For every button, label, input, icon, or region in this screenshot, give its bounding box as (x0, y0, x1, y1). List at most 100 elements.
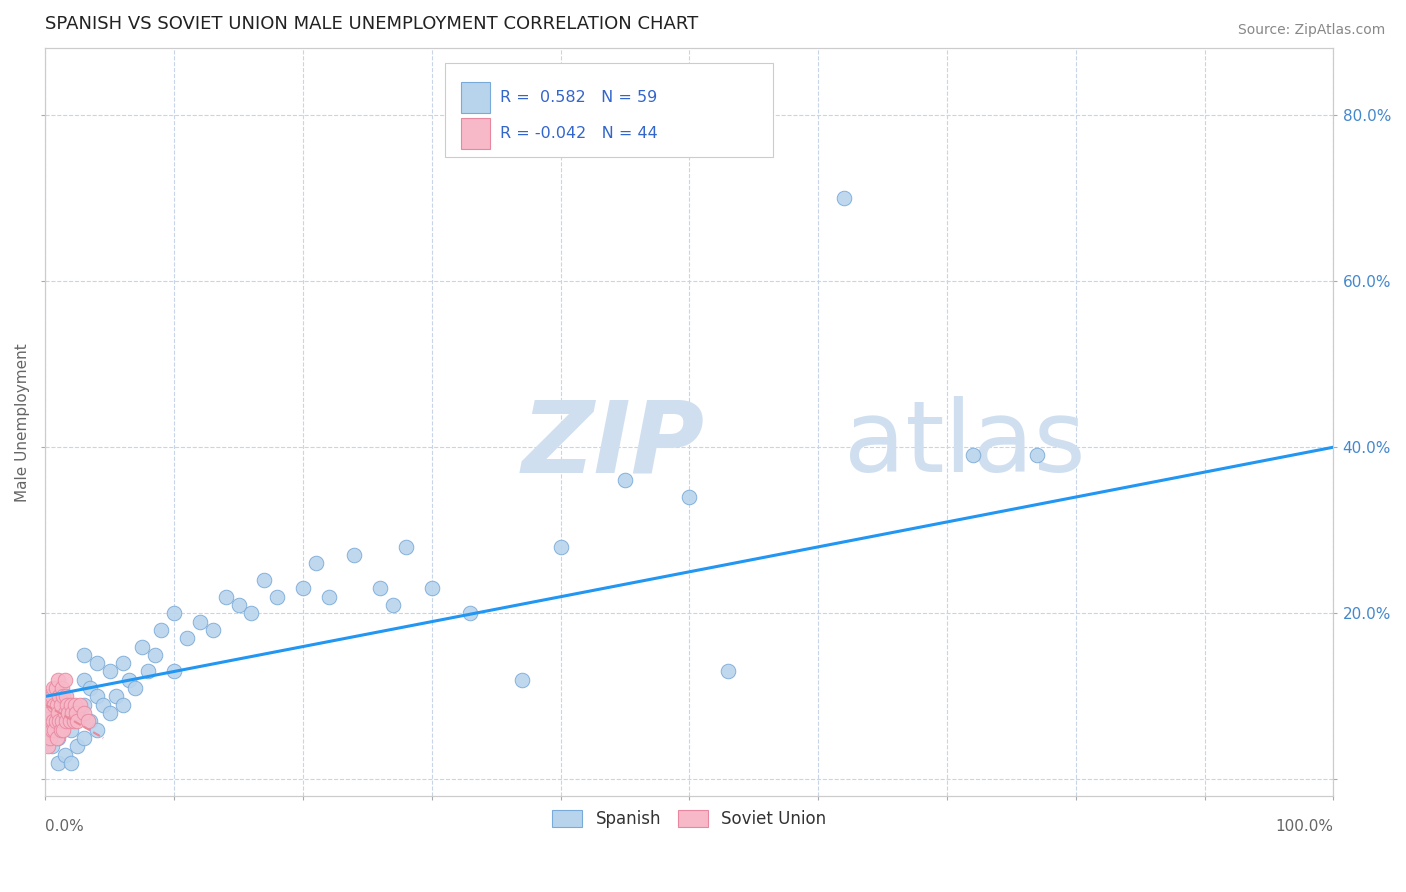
Text: SPANISH VS SOVIET UNION MALE UNEMPLOYMENT CORRELATION CHART: SPANISH VS SOVIET UNION MALE UNEMPLOYMEN… (45, 15, 699, 33)
FancyBboxPatch shape (461, 82, 489, 113)
Point (240, 607, 263, 621)
Point (59, 714, 82, 729)
Point (79, 714, 101, 729)
Point (51, 681, 73, 695)
Point (131, 640, 153, 654)
Point (86, 690, 108, 704)
Point (42, 714, 65, 729)
Y-axis label: Male Unemployment: Male Unemployment (15, 343, 30, 501)
Point (98, 706, 121, 720)
Point (266, 590, 288, 604)
Point (41, 723, 63, 737)
Point (48, 690, 70, 704)
Point (66, 706, 89, 720)
Point (73, 648, 96, 662)
Point (52, 690, 75, 704)
Point (124, 681, 146, 695)
Point (318, 590, 340, 604)
Point (52, 723, 75, 737)
Point (111, 656, 134, 670)
Point (163, 665, 186, 679)
Point (45, 698, 67, 712)
Point (420, 582, 443, 596)
Point (51, 714, 73, 729)
Point (613, 474, 636, 488)
Point (45, 714, 67, 729)
Text: 0.0%: 0.0% (45, 819, 84, 833)
Point (46, 731, 69, 745)
Point (53, 673, 76, 687)
Point (214, 590, 236, 604)
Point (163, 607, 186, 621)
Point (53, 747, 76, 762)
Point (41, 690, 63, 704)
Point (510, 673, 533, 687)
Point (678, 490, 700, 504)
Text: Source: ZipAtlas.com: Source: ZipAtlas.com (1237, 23, 1385, 37)
FancyBboxPatch shape (444, 63, 773, 157)
Point (73, 706, 96, 720)
Point (118, 673, 141, 687)
Point (832, 191, 855, 205)
Point (60, 706, 83, 720)
Legend: Spanish, Soviet Union: Spanish, Soviet Union (544, 802, 835, 837)
Point (368, 582, 391, 596)
Point (39, 706, 62, 720)
Point (138, 665, 160, 679)
Point (176, 632, 198, 646)
Point (305, 557, 328, 571)
Point (37, 698, 59, 712)
Point (49, 723, 72, 737)
Text: atlas: atlas (844, 396, 1085, 493)
Point (35, 706, 58, 720)
Point (62, 714, 84, 729)
Point (45, 681, 67, 695)
Point (86, 656, 108, 670)
Point (49, 698, 72, 712)
Point (343, 548, 366, 562)
Point (188, 615, 211, 629)
Point (46, 673, 69, 687)
Point (73, 673, 96, 687)
Point (395, 540, 418, 554)
Point (69, 698, 91, 712)
Point (39, 731, 62, 745)
Point (53, 706, 76, 720)
Point (73, 698, 96, 712)
Point (58, 706, 80, 720)
Point (45, 731, 67, 745)
Point (66, 739, 89, 754)
Text: 100.0%: 100.0% (1275, 819, 1333, 833)
Point (86, 723, 108, 737)
Point (56, 698, 79, 712)
Point (60, 756, 83, 770)
Point (1026, 449, 1049, 463)
Point (291, 582, 314, 596)
Point (46, 756, 69, 770)
Point (73, 731, 96, 745)
Point (46, 706, 69, 720)
Point (41, 739, 63, 754)
Point (143, 648, 166, 662)
Point (48, 714, 70, 729)
Point (44, 723, 66, 737)
Point (76, 714, 98, 729)
Text: R = -0.042   N = 44: R = -0.042 N = 44 (501, 126, 658, 141)
Point (228, 598, 250, 612)
Point (38, 723, 60, 737)
Point (55, 690, 77, 704)
Point (105, 690, 128, 704)
Point (53, 714, 76, 729)
Point (60, 698, 83, 712)
Point (201, 623, 224, 637)
Point (42, 681, 65, 695)
Point (91, 698, 114, 712)
Point (35, 731, 58, 745)
Point (60, 723, 83, 737)
Point (98, 665, 121, 679)
Point (79, 681, 101, 695)
Text: ZIP: ZIP (522, 396, 704, 493)
Point (460, 607, 482, 621)
Point (55, 714, 77, 729)
Point (253, 573, 276, 587)
